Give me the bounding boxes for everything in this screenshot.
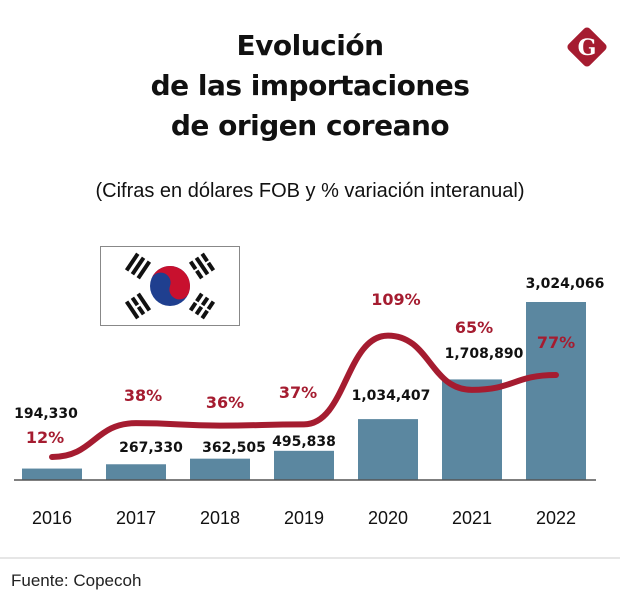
x-tick-2020: 2020 xyxy=(368,508,408,528)
x-tick-2017: 2017 xyxy=(116,508,156,528)
logo-letter: G xyxy=(578,35,597,61)
percent-label-2021: 65% xyxy=(455,318,493,337)
bar-2022 xyxy=(526,302,586,480)
x-tick-2021: 2021 xyxy=(452,508,492,528)
value-label-2017: 267,330 xyxy=(119,440,183,456)
chart-title: Evolución de las importaciones de origen… xyxy=(0,26,620,146)
percent-label-2019: 37% xyxy=(279,383,317,402)
bar-2019 xyxy=(274,450,334,480)
percent-label-2020: 109% xyxy=(371,290,420,309)
value-label-2022: 3,024,066 xyxy=(526,276,605,292)
bar-2016 xyxy=(22,468,82,480)
x-tick-2019: 2019 xyxy=(284,508,324,528)
footer-divider xyxy=(0,557,620,559)
percent-label-2022: 77% xyxy=(537,333,575,352)
bar-2018 xyxy=(190,458,250,480)
south-korea-flag-icon xyxy=(100,246,240,326)
title-line-3: de origen coreano xyxy=(170,109,450,142)
x-tick-2022: 2022 xyxy=(536,508,576,528)
x-tick-2018: 2018 xyxy=(200,508,240,528)
percent-label-2018: 36% xyxy=(206,393,244,412)
value-label-2016: 194,330 xyxy=(14,406,78,422)
imports-chart: 194,330 267,330 362,505 495,838 1,034,407 1,7… xyxy=(14,276,605,528)
value-label-2018: 362,505 xyxy=(202,440,266,456)
title-line-1: Evolución xyxy=(236,29,384,62)
bar-2017 xyxy=(106,464,166,480)
percent-label-2017: 38% xyxy=(124,386,162,405)
gestion-logo-icon: G xyxy=(567,27,607,67)
chart-subtitle: (Cifras en dólares FOB y % variación int… xyxy=(95,180,525,202)
title-line-2: de las importaciones xyxy=(150,69,470,102)
value-label-2019: 495,838 xyxy=(272,434,336,450)
bar-2021 xyxy=(442,379,502,480)
value-label-2021: 1,708,890 xyxy=(445,346,524,362)
percent-change-line xyxy=(49,332,559,460)
percent-label-2016: 12% xyxy=(26,428,64,447)
bar-2020 xyxy=(358,419,418,480)
source-note: Fuente: Copecoh xyxy=(11,571,142,590)
x-tick-2016: 2016 xyxy=(32,508,72,528)
value-label-2020: 1,034,407 xyxy=(352,388,431,404)
